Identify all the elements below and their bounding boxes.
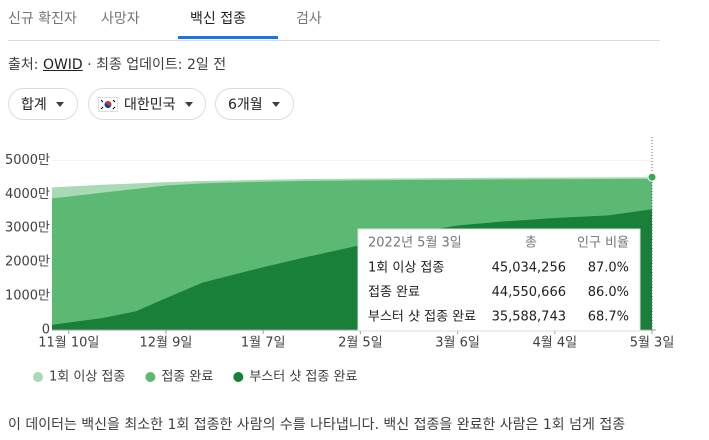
source-link[interactable]: OWID bbox=[42, 57, 83, 73]
tooltip-row-name: 접종 완료 bbox=[368, 285, 420, 300]
y-tick-label: 2000만 bbox=[5, 255, 50, 270]
divider bbox=[8, 40, 660, 41]
update-info: · 최종 업데이트: 2일 전 bbox=[87, 57, 227, 73]
y-tick-label: 0 bbox=[42, 323, 50, 338]
y-tick-label: 4000만 bbox=[5, 187, 50, 202]
tooltip-box bbox=[357, 228, 641, 332]
legend-item[interactable]: 1회 이상 접종 bbox=[33, 370, 125, 385]
dropdown-label: 대한민국 bbox=[124, 97, 176, 113]
tooltip-date: 2022년 5월 3일 bbox=[368, 236, 462, 251]
tab[interactable]: 사망자 bbox=[101, 11, 140, 27]
tab[interactable]: 검사 bbox=[296, 11, 322, 27]
legend-item[interactable]: 접종 완료 bbox=[145, 370, 213, 385]
chart: 0 1000만 2000만 3000만 4000만 5000만 11월 10일 12월 9일 1… bbox=[5, 137, 675, 385]
tooltip-header: 인구 비율 bbox=[577, 236, 629, 251]
legend-swatch bbox=[33, 372, 43, 382]
tooltip-percent: 68.7% bbox=[588, 310, 629, 325]
tooltip-row-name: 부스터 샷 접종 완료 bbox=[368, 310, 476, 325]
caret bbox=[55, 101, 64, 107]
hover-point bbox=[647, 172, 657, 182]
region-dropdown[interactable]: 대한민국 bbox=[88, 88, 206, 120]
flag-icon bbox=[98, 96, 118, 112]
tooltip-total: 45,034,256 bbox=[492, 261, 566, 276]
tooltip-percent: 87.0% bbox=[588, 261, 629, 276]
footer-note: 이 데이터는 백신을 최소한 1회 접종한 사람의 수를 나타냅니다. 백신 접… bbox=[8, 417, 626, 433]
tooltip-row-name: 1회 이상 접종 bbox=[368, 261, 444, 276]
tooltip-total: 44,550,666 bbox=[492, 285, 566, 300]
y-tick-label: 5000만 bbox=[5, 153, 50, 168]
legend-label: 1회 이상 접종 bbox=[49, 370, 125, 385]
source-prefix: 출처: bbox=[8, 57, 39, 73]
legend-label: 부스터 샷 접종 완료 bbox=[249, 370, 357, 385]
x-tick-label: 4월 4일 bbox=[532, 336, 577, 351]
caret bbox=[184, 101, 193, 107]
tab[interactable]: 백신 접종 bbox=[190, 11, 246, 27]
period-dropdown[interactable]: 6개월 bbox=[215, 88, 294, 120]
y-tick-label: 3000만 bbox=[5, 221, 50, 236]
x-tick-label: 5월 3일 bbox=[630, 336, 675, 351]
x-tick-label: 12월 9일 bbox=[140, 336, 193, 351]
y-tick-label: 1000만 bbox=[5, 289, 50, 304]
legend-label: 접종 완료 bbox=[161, 370, 213, 385]
x-tick-label: 3월 6일 bbox=[435, 336, 480, 351]
tooltip-header: 총 bbox=[525, 236, 537, 251]
legend-swatch bbox=[145, 372, 156, 382]
tooltip-total: 35,588,743 bbox=[492, 310, 566, 325]
tooltip: 2022년 5월 3일 총 인구 비율 1회 이상 접종 45,034,256 87.0%… bbox=[357, 228, 641, 332]
x-tick-label: 1월 7일 bbox=[241, 336, 286, 351]
active-tab-indicator bbox=[178, 36, 278, 39]
x-tick-label: 11월 10일 bbox=[38, 336, 99, 351]
source-line: 출처: OWID · 최종 업데이트: 2일 전 bbox=[8, 54, 226, 74]
legend-swatch bbox=[233, 372, 244, 382]
caret bbox=[271, 101, 280, 107]
tab[interactable]: 신규 확진자 bbox=[8, 11, 77, 27]
dropdown-label: 6개월 bbox=[228, 97, 263, 113]
x-tick-label: 2월 5일 bbox=[338, 336, 383, 351]
dropdown-label: 합계 bbox=[21, 97, 47, 113]
aggregate-dropdown[interactable]: 합계 bbox=[8, 88, 78, 120]
tooltip-percent: 86.0% bbox=[588, 285, 629, 300]
legend-item[interactable]: 부스터 샷 접종 완료 bbox=[233, 370, 357, 385]
